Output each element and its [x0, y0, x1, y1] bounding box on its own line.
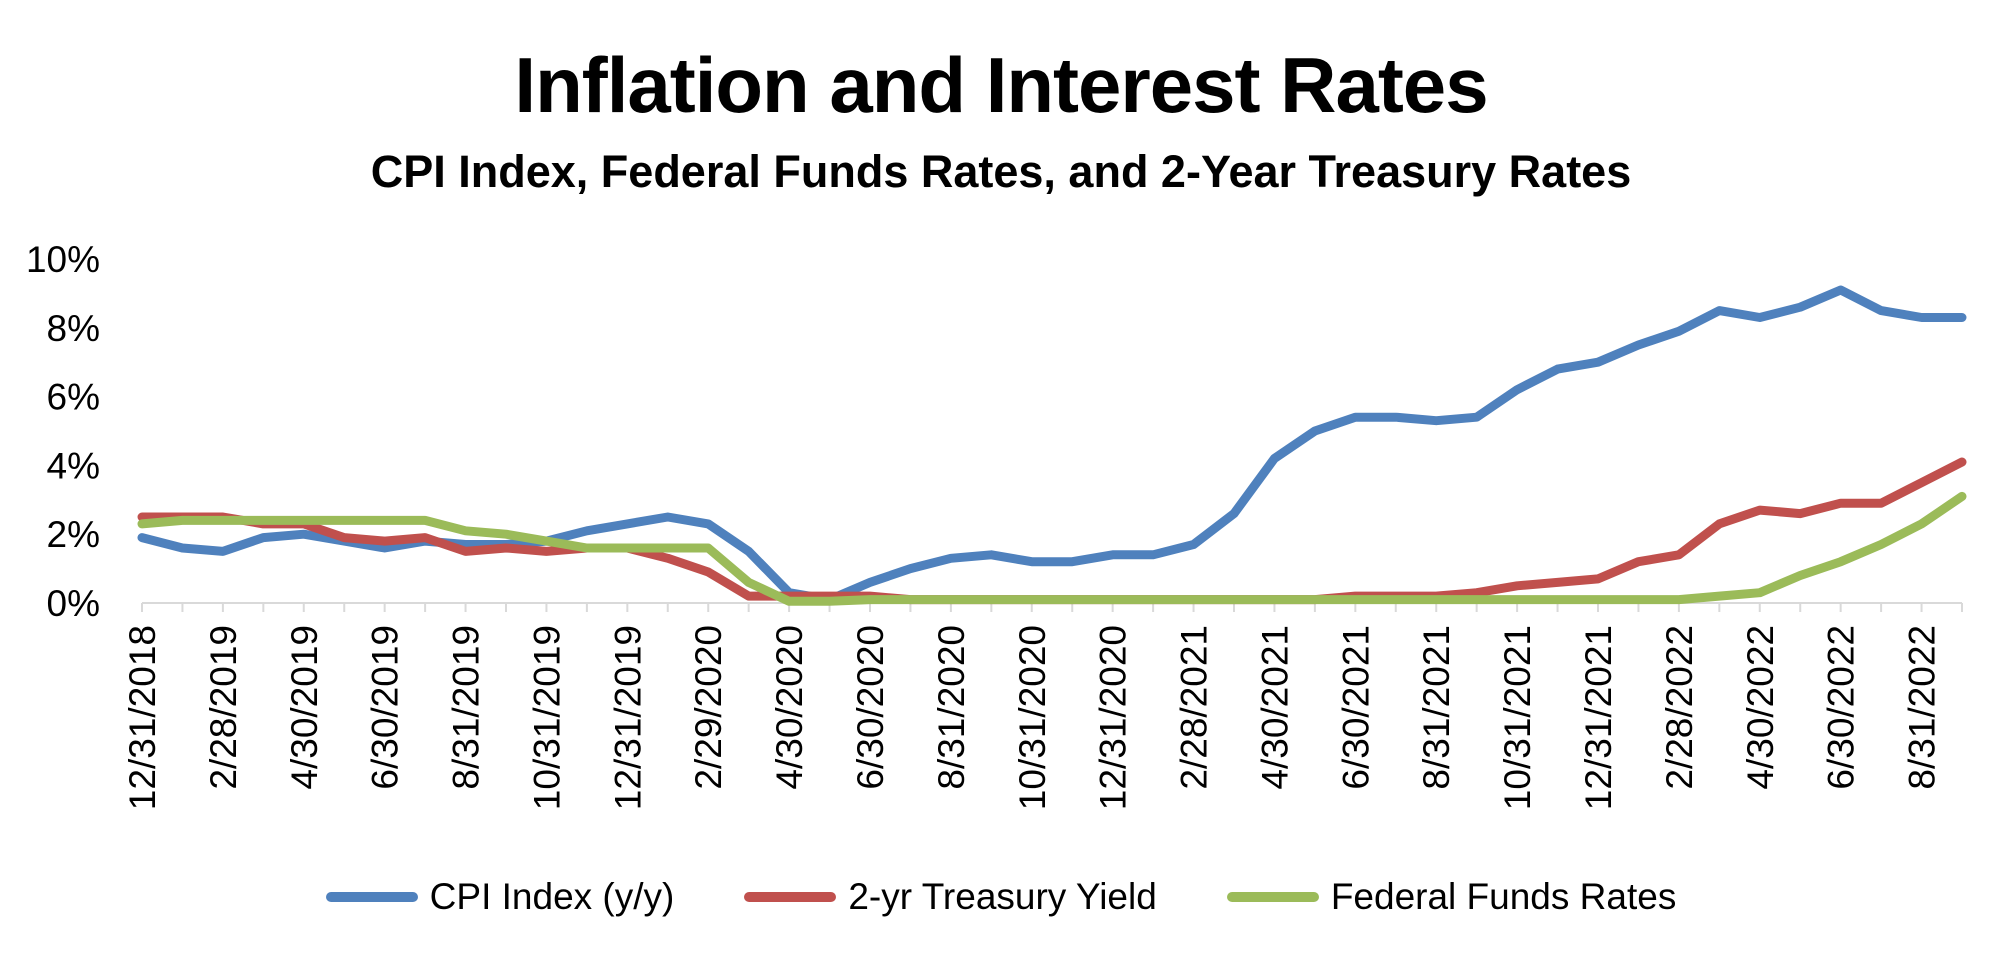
x-tick-label: 10/31/2021 — [1497, 625, 1538, 810]
y-tick-label: 2% — [47, 514, 100, 555]
x-tick-label: 2/28/2019 — [203, 625, 244, 790]
fed-funds-line — [137, 491, 1967, 606]
legend-swatch-treasury — [744, 892, 837, 902]
y-tick-label: 10% — [26, 239, 100, 280]
y-tick-label: 8% — [47, 308, 100, 349]
x-tick-label: 6/30/2022 — [1821, 625, 1862, 790]
y-tick-label: 0% — [47, 583, 100, 624]
x-tick-label: 8/31/2020 — [931, 625, 972, 790]
y-tick-label: 6% — [47, 377, 100, 418]
x-tick-label: 12/31/2019 — [607, 625, 648, 810]
legend-swatch-fed-funds — [1226, 892, 1319, 902]
x-tick-label: 4/30/2019 — [284, 625, 325, 790]
legend: CPI Index (y/y) 2-yr Treasury Yield Fede… — [0, 872, 2002, 922]
x-tick-label: 6/30/2019 — [365, 625, 406, 790]
chart-subtitle: CPI Index, Federal Funds Rates, and 2-Ye… — [370, 146, 1632, 197]
axes — [141, 602, 1963, 612]
cpi-index-line — [137, 285, 1967, 605]
legend-item-treasury: 2-yr Treasury Yield — [744, 876, 1157, 918]
x-tick-label: 10/31/2020 — [1012, 625, 1053, 810]
x-tick-label: 4/30/2021 — [1254, 625, 1295, 790]
legend-item-cpi: CPI Index (y/y) — [325, 876, 675, 918]
y-tick-label: 4% — [47, 445, 100, 486]
x-tick-label: 2/28/2021 — [1174, 625, 1215, 790]
line-chart: 0% 2% 4% 6% 8% 10% 12/31/2018 2/28/2019 4/30/20… — [26, 239, 1967, 810]
legend-swatch-cpi — [325, 892, 418, 902]
legend-label-fed-funds: Federal Funds Rates — [1330, 876, 1677, 917]
legend-label-cpi: CPI Index (y/y) — [429, 876, 675, 917]
x-tick-label: 4/30/2022 — [1740, 625, 1781, 790]
series-lines — [137, 285, 1967, 606]
x-tick-label: 10/31/2019 — [526, 625, 567, 810]
legend-item-fed-funds: Federal Funds Rates — [1226, 876, 1677, 918]
legend-label-treasury: 2-yr Treasury Yield — [848, 876, 1157, 917]
x-tick-label: 12/31/2020 — [1093, 625, 1134, 810]
x-tick-label: 8/31/2021 — [1416, 625, 1457, 790]
y-axis-labels: 0% 2% 4% 6% 8% 10% — [26, 239, 100, 624]
x-tick-label: 8/31/2019 — [446, 625, 487, 790]
treasury-yield-line — [137, 457, 1967, 605]
x-tick-label: 2/28/2022 — [1659, 625, 1700, 790]
x-tick-label: 2/29/2020 — [688, 625, 729, 790]
chart-title: Inflation and Interest Rates — [514, 41, 1488, 129]
x-tick-label: 8/31/2022 — [1902, 625, 1943, 790]
x-tick-label: 6/30/2021 — [1335, 625, 1376, 790]
x-tick-label: 12/31/2021 — [1578, 625, 1619, 810]
x-tick-label: 4/30/2020 — [769, 625, 810, 790]
x-tick-label: 6/30/2020 — [850, 625, 891, 790]
x-tick-label: 12/31/2018 — [122, 625, 163, 810]
x-axis-labels: 12/31/2018 2/28/2019 4/30/2019 6/30/2019 8/3… — [122, 625, 1943, 810]
